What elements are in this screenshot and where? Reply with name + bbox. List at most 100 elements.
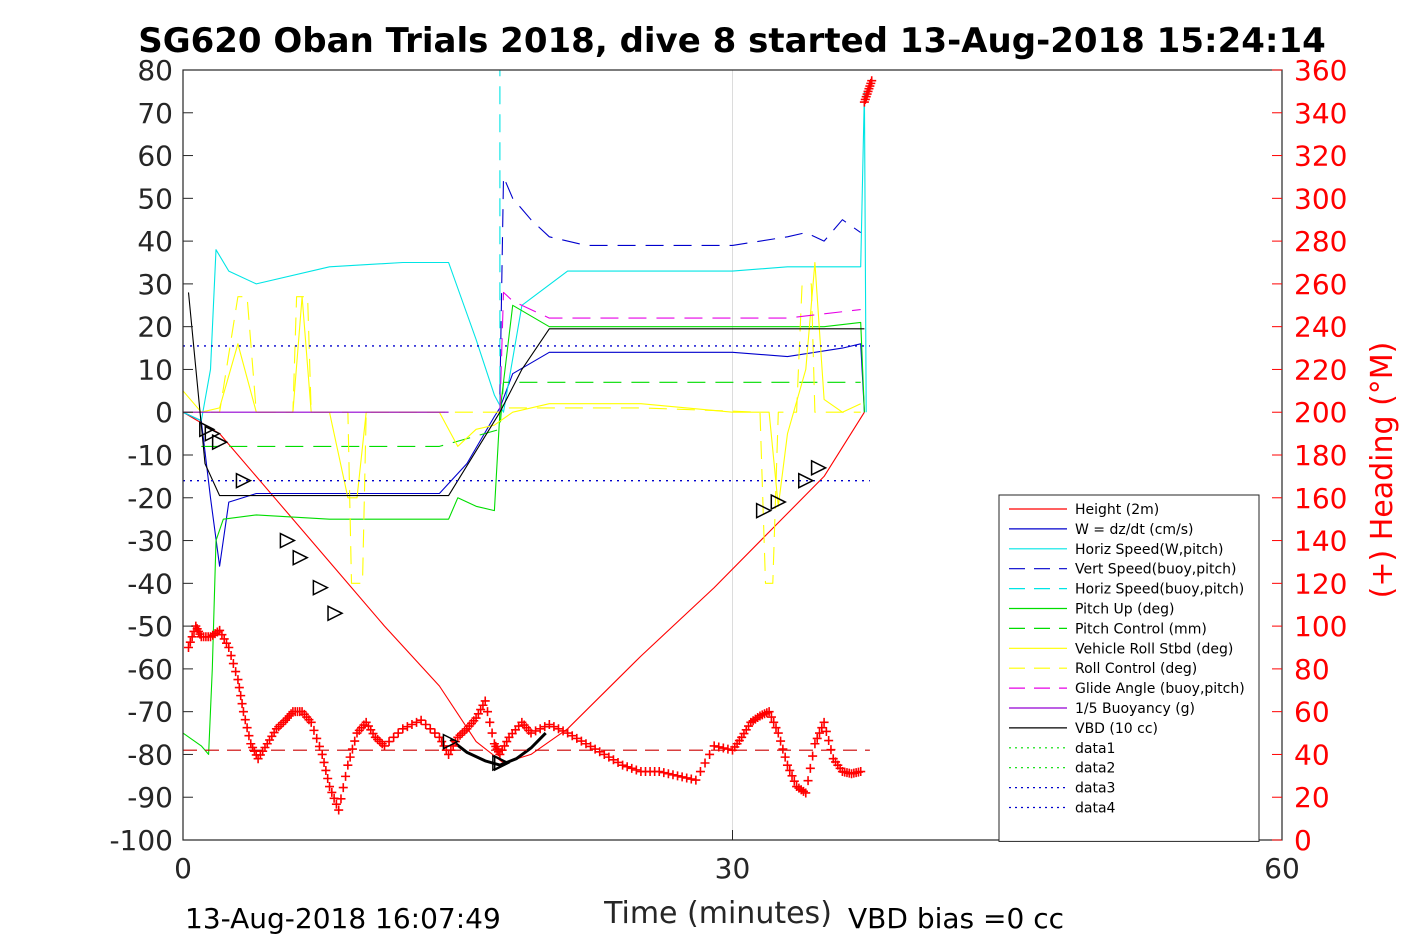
heading-tick-label: 80 [1294,653,1330,686]
heading-point-fill [402,722,412,732]
heading-point-fill [242,723,252,733]
heading-point [764,707,774,717]
heading-point-fill [631,765,641,775]
marker-triangle [312,579,330,596]
heading-tick-label: 100 [1294,610,1347,643]
series-line-9 [499,291,861,413]
y-tick-label: -90 [127,781,173,814]
heading-point-fill [185,637,195,647]
heading-point-fill [826,745,836,755]
heading-point-fill [808,751,818,761]
marker-triangle [211,433,229,451]
heading-tick-label: 280 [1294,225,1347,258]
x-tick-label: 0 [174,852,192,885]
heading-point-fill [319,757,329,767]
heading-tick-label: 320 [1294,140,1347,173]
legend-label: Pitch Control (mm) [1075,621,1207,637]
legend-label: VBD (10 cc) [1075,721,1158,737]
heading-point-fill [226,651,236,661]
heading-point-fill [771,723,781,733]
heading-point-fill [595,747,605,757]
right-y-axis: 3603403203002802602402202001801601401201… [1272,54,1347,857]
heading-point [233,675,243,685]
y-tick-label: -50 [127,610,173,643]
heading-point-fill [412,717,422,727]
heading-point-fill [331,799,341,809]
heading-point-fill [586,741,596,751]
heading-point-fill [567,731,577,741]
heading-point [581,739,591,749]
heading-point-fill [236,691,246,701]
legend-label: data1 [1075,741,1115,757]
heading-point [709,741,719,751]
heading-point-fill [231,667,241,677]
footer-vbd-bias: VBD bias =0 cc [848,902,1064,935]
legend-label: Horiz Speed(W,pitch) [1075,542,1223,558]
heading-point-fill [778,744,788,754]
x-axis-label: Time (minutes) [603,896,832,931]
heading-point-fill [718,743,728,753]
heading-point-fill [785,765,795,775]
heading-point-fill [824,736,834,746]
heading-point-fill [815,728,825,738]
vbd-swing-curve [449,732,547,767]
heading-point-fill [789,776,799,786]
y-tick-label: -60 [127,653,173,686]
heading-tick-label: 120 [1294,567,1347,600]
marker-triangle [493,754,511,772]
series-layer [182,70,870,767]
heading-point-fill [558,726,568,736]
heading-point-fill [668,770,678,780]
series-line-1 [182,343,865,567]
left-y-axis: 80 70 60 50 40 30 20 10 0 -10 -20 -30 -40 -50 -60 -70 -8… [109,54,193,857]
heading-point-fill [485,717,495,727]
x-tick-label: 60 [1264,852,1300,885]
legend-label: Height (2m) [1075,502,1159,518]
marker-triangle [199,421,216,438]
marker-triangle [292,549,309,566]
series-line-8 [183,283,861,584]
heading-layer [183,76,877,815]
marker-triangle [327,605,344,622]
heading-point-fill [622,762,632,772]
legend-label: Pitch Up (deg) [1075,602,1174,618]
heading-point-fill [321,765,331,775]
heading-point-fill [700,758,710,768]
heading-tick-label: 0 [1294,824,1312,857]
heading-point-fill [314,741,324,751]
marker-triangle [442,733,460,750]
heading-point-fill [812,733,822,743]
heading-point-fill [766,712,776,722]
legend-label: data2 [1075,761,1115,777]
heading-point-fill [350,736,360,746]
heading-tick-label: 340 [1294,97,1347,130]
heading-point-fill [384,737,394,747]
heading-point-fill [309,725,319,735]
heading-point-fill [540,722,550,732]
legend-label: Roll Control (deg) [1075,661,1197,677]
heading-point-fill [604,752,614,762]
heading-point-fill [787,771,797,781]
heading-point [673,771,683,781]
y-tick-label: 30 [137,268,173,301]
heading-point-fill [312,733,322,743]
heading-point-fill [627,763,637,773]
heading-point-fill [613,757,623,767]
heading-point [563,728,573,738]
heading-point [334,805,344,815]
heading-point-fill [780,752,790,762]
heading-point-fill [531,726,541,736]
heading-point-fill [341,771,351,781]
heading-point-fill [407,720,417,729]
y-tick-label: -10 [127,439,173,472]
y-tick-label: 80 [137,54,173,87]
legend-label: 1/5 Buoyancy (g) [1075,701,1195,717]
series-line-3 [499,176,862,396]
heading-point-fill [187,632,197,642]
heading-point-fill [336,794,346,804]
heading-tick-label: 160 [1294,482,1347,515]
series-line-5 [182,304,865,755]
y-tick-label: 10 [137,353,173,386]
heading-point [618,760,628,770]
heading-point-fill [345,752,355,762]
